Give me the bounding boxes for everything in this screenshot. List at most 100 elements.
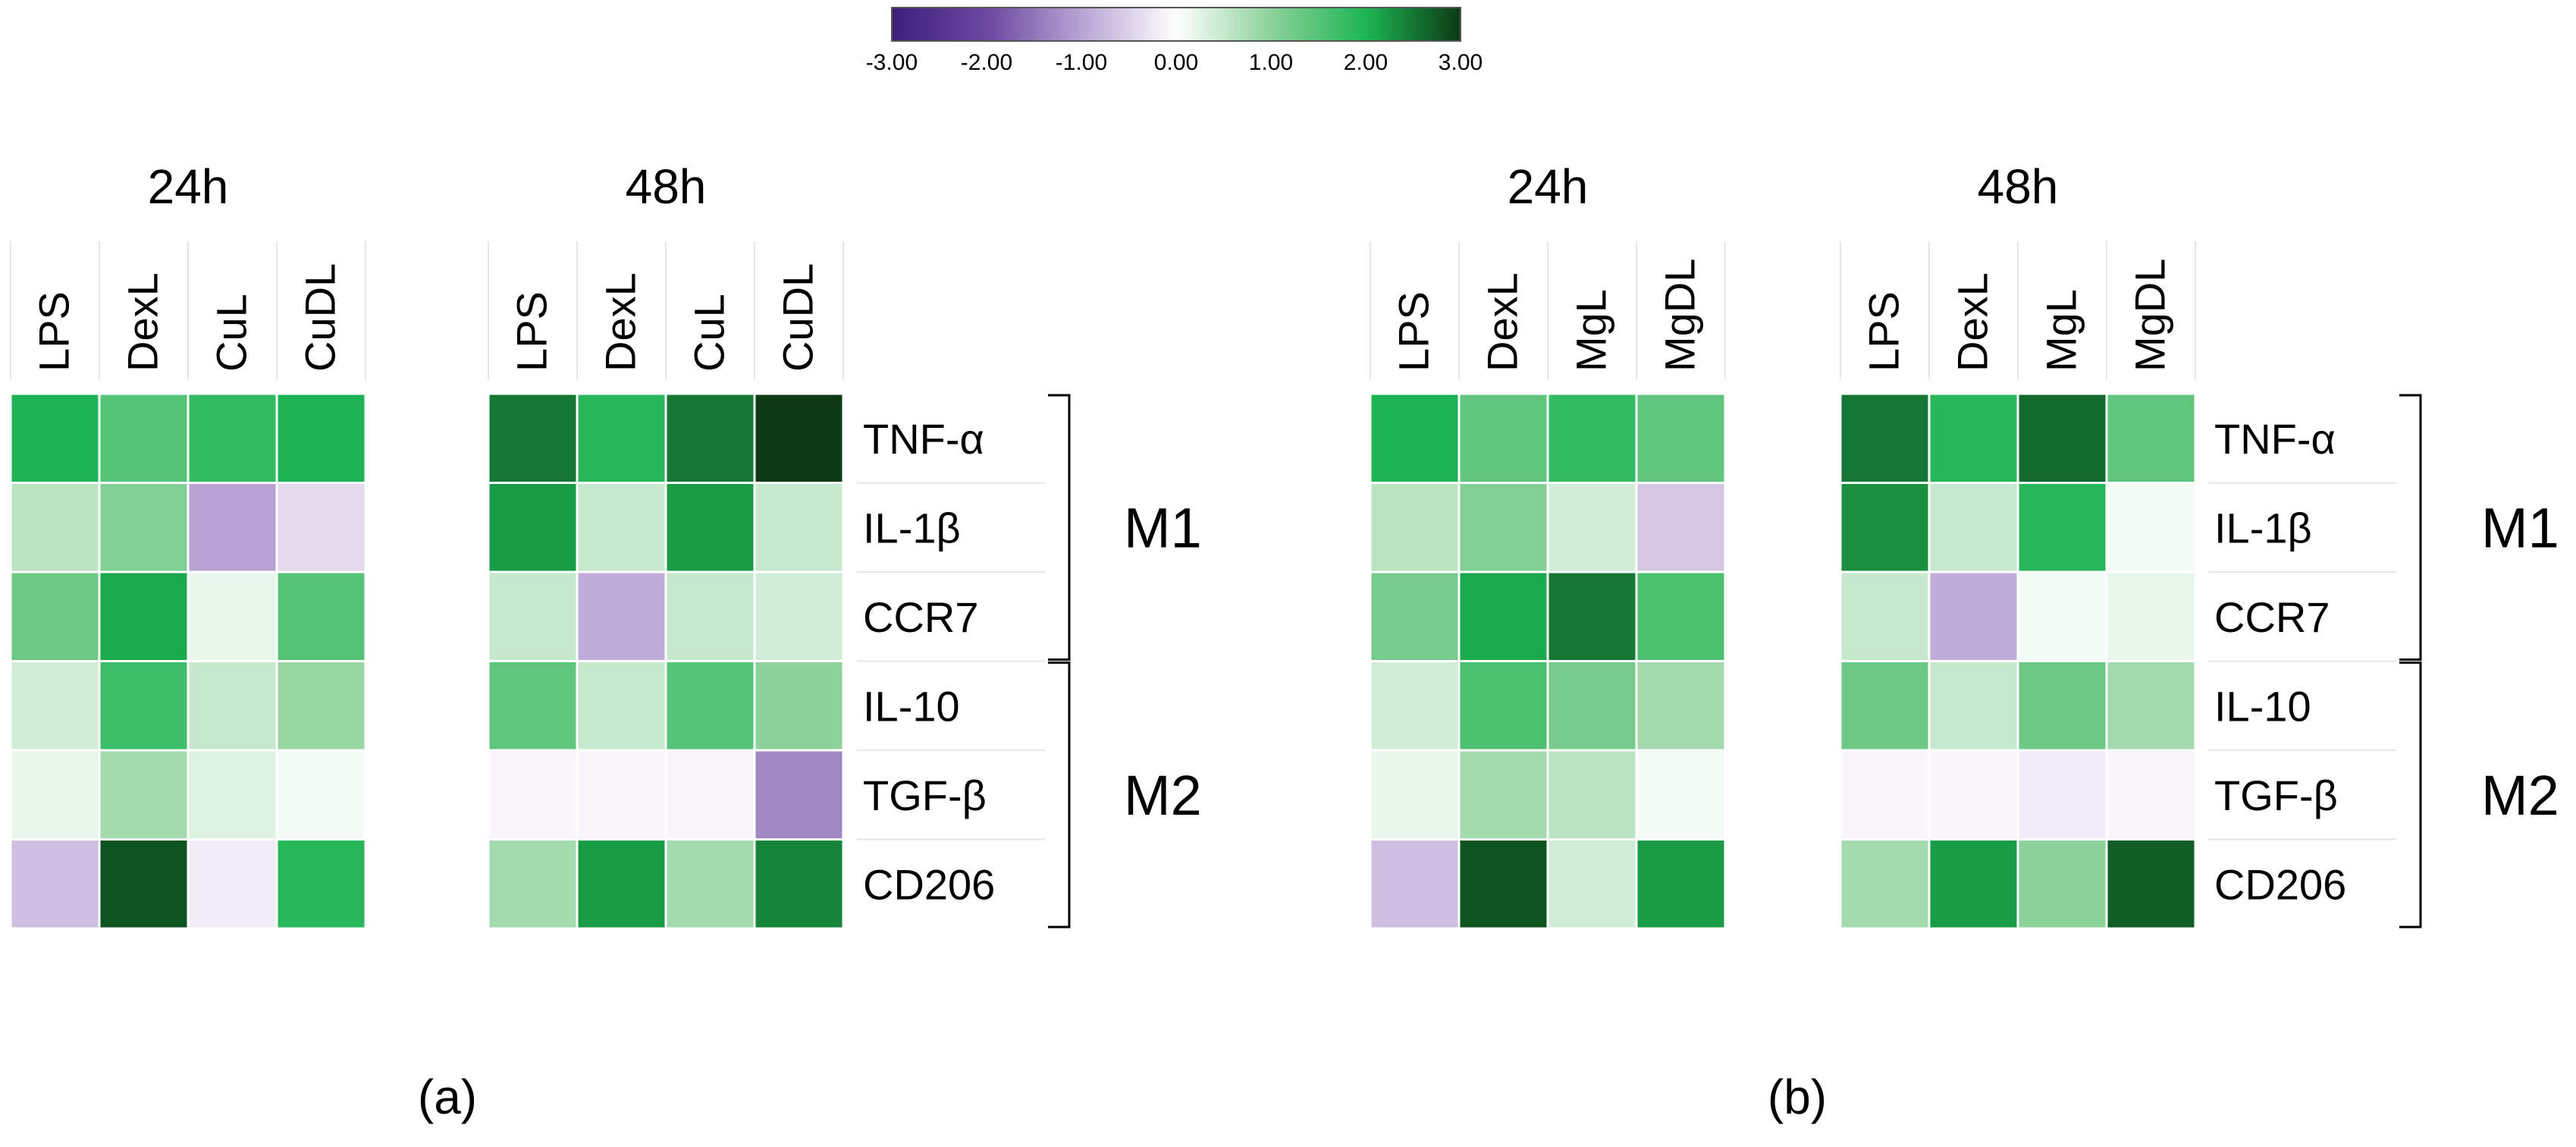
heatmap-cell — [576, 749, 667, 841]
column-label-cudl: CuDL — [297, 263, 344, 372]
heatmap-cell — [753, 749, 845, 841]
heatmap-cell — [664, 838, 756, 930]
heatmap-cell — [664, 660, 756, 752]
heatmap-cell — [2105, 838, 2197, 930]
heatmap-cell — [2105, 660, 2197, 752]
row-label-ccr7: CCR7 — [863, 593, 978, 641]
heatmap-cell — [98, 660, 190, 752]
heatmap-cell — [275, 749, 367, 841]
heatmap-cell — [1369, 570, 1461, 662]
legend-tick-label: 0.00 — [1154, 50, 1198, 75]
heatmap-cell — [187, 570, 278, 662]
heatmap-cell — [2016, 838, 2108, 930]
heatmap-cell — [576, 660, 667, 752]
heatmap-cell — [1546, 570, 1638, 662]
heatmap-cell — [753, 838, 845, 930]
heatmap-cell — [1839, 660, 1931, 752]
row-label-cd206: CD206 — [2214, 860, 2346, 908]
heatmap-cell — [753, 482, 845, 574]
block-title: 24h — [1508, 159, 1589, 214]
legend-tick-label: 1.00 — [1249, 50, 1293, 75]
heatmap-cell — [9, 570, 101, 662]
heatmap-cell — [1839, 749, 1931, 841]
heatmap-cell — [2105, 392, 2197, 484]
column-label-cudl: CuDL — [774, 263, 822, 372]
row-label-il-1: IL-1β — [2214, 504, 2312, 552]
block-title: 48h — [1978, 159, 2059, 214]
heatmap-cell — [1635, 660, 1727, 752]
heatmap-cell — [98, 838, 190, 930]
heatmap-cell — [753, 660, 845, 752]
heatmap-cell — [2016, 749, 2108, 841]
legend-tick-label: 3.00 — [1439, 50, 1483, 75]
panel-label: (b) — [1768, 1070, 1827, 1124]
heatmap-cell — [576, 838, 667, 930]
row-label-tgf: TGF-β — [863, 771, 987, 819]
heatmap-cell — [1928, 570, 2019, 662]
heatmap-cell — [1457, 392, 1549, 484]
heatmap-cell — [1457, 838, 1549, 930]
column-label-mgdl: MgDL — [2126, 259, 2174, 372]
heatmap-cell — [9, 749, 101, 841]
heatmap-cell — [1928, 482, 2019, 574]
row-label-tgf: TGF-β — [2214, 771, 2338, 819]
column-label-dexl: DexL — [1949, 272, 1997, 372]
row-label-il-10: IL-10 — [2214, 682, 2311, 730]
heatmap-cell — [1839, 838, 1931, 930]
row-label-il-1: IL-1β — [863, 504, 961, 552]
heatmap-cell — [576, 482, 667, 574]
column-label-dexl: DexL — [597, 272, 645, 372]
row-label-tnf: TNF-α — [2214, 415, 2336, 463]
heatmap-cell — [576, 392, 667, 484]
heatmap-cell — [275, 838, 367, 930]
heatmap-cell — [1839, 392, 1931, 484]
heatmap-block-48h: 48h LPS DexL CuL CuDL — [487, 159, 845, 930]
heatmap-cell — [487, 838, 579, 930]
column-label-lps: LPS — [30, 291, 78, 372]
legend-tick-label: -2.00 — [961, 50, 1012, 75]
heatmap-cell — [187, 482, 278, 574]
heatmap-cell — [2016, 392, 2108, 484]
row-label-tnf: TNF-α — [863, 415, 984, 463]
heatmap-block-24h: 24h LPS DexL CuL CuDL — [9, 159, 367, 930]
heatmap-cell — [487, 660, 579, 752]
heatmap-cell — [1635, 749, 1727, 841]
group-bracket-m2 — [1048, 661, 1071, 929]
heatmap-cell — [187, 660, 278, 752]
heatmap-cell — [9, 392, 101, 484]
heatmap-cell — [1546, 392, 1638, 484]
heatmap-cell — [1635, 570, 1727, 662]
heatmap-cell — [487, 392, 579, 484]
group-label-m1: M1 — [1124, 496, 1202, 559]
column-label-cul: CuL — [208, 294, 256, 372]
heatmap-cell — [275, 660, 367, 752]
column-label-dexl: DexL — [119, 272, 167, 372]
block-title: 24h — [148, 159, 229, 214]
heatmap-cell — [664, 392, 756, 484]
group-label-m1: M1 — [2481, 496, 2559, 559]
heatmap-cell — [2105, 570, 2197, 662]
heatmap-cell — [2016, 570, 2108, 662]
heatmap-cell — [98, 392, 190, 484]
heatmap-cell — [753, 392, 845, 484]
heatmap-cell — [1457, 660, 1549, 752]
heatmap-cell — [1546, 749, 1638, 841]
heatmap-cell — [753, 570, 845, 662]
column-label-mgl: MgL — [1567, 289, 1615, 372]
heatmap-cell — [275, 570, 367, 662]
heatmap-block-48h: 48h LPS DexL MgL MgDL — [1839, 159, 2197, 930]
heatmap-cell — [1546, 482, 1638, 574]
heatmap-cell — [1635, 838, 1727, 930]
column-label-lps: LPS — [1390, 291, 1438, 372]
heatmap-cell — [9, 838, 101, 930]
heatmap-cell — [275, 482, 367, 574]
heatmap-cell — [1369, 392, 1461, 484]
group-bracket-m2 — [2399, 661, 2422, 929]
heatmap-cell — [1369, 749, 1461, 841]
heatmap-cell — [1839, 570, 1931, 662]
column-label-mgdl: MgDL — [1656, 259, 1704, 372]
heatmap-cell — [1457, 482, 1549, 574]
color-legend: -3.00 -2.00 -1.00 0.00 1.00 2.00 3.00 — [866, 7, 1483, 75]
heatmap-cell — [1457, 570, 1549, 662]
heatmap-cell — [98, 749, 190, 841]
